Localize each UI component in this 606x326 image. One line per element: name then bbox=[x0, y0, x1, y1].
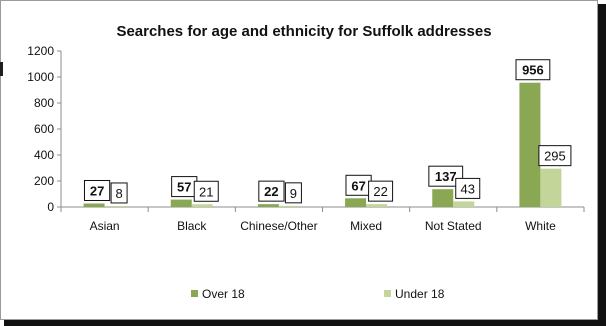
data-label-text: 22 bbox=[264, 184, 278, 199]
data-label: 22 bbox=[258, 180, 285, 202]
data-label-text: 27 bbox=[90, 183, 104, 198]
data-label-text: 22 bbox=[373, 184, 387, 199]
data-label-box bbox=[258, 180, 285, 202]
data-label-text: 21 bbox=[199, 184, 213, 199]
data-label-text: 67 bbox=[351, 178, 365, 193]
data-label-text: 9 bbox=[290, 186, 297, 201]
y-tick-label: 400 bbox=[34, 148, 54, 162]
data-label-box bbox=[538, 145, 572, 167]
y-tick-label: 600 bbox=[34, 122, 54, 136]
bar-under-18 bbox=[453, 201, 475, 207]
data-label: 295 bbox=[538, 145, 572, 167]
data-label-box bbox=[428, 165, 464, 187]
data-label: 27 bbox=[83, 179, 111, 201]
frame-shadow-bottom bbox=[4, 320, 606, 326]
data-label: 21 bbox=[193, 180, 219, 202]
chart-data-labels: 27 8 57 21 22 9 67 22 137 43 956 295 bbox=[83, 59, 572, 204]
data-label-box bbox=[455, 177, 481, 199]
data-label: 43 bbox=[455, 177, 481, 199]
data-label: 137 bbox=[428, 165, 464, 187]
bar-over-18 bbox=[519, 82, 541, 207]
bar-under-18 bbox=[191, 204, 213, 207]
bar-over-18 bbox=[83, 203, 105, 207]
bar-over-18 bbox=[257, 204, 279, 207]
legend-swatch-over-18 bbox=[191, 290, 198, 297]
data-label-text: 8 bbox=[115, 186, 122, 201]
chart-area bbox=[0, 0, 598, 320]
data-label-text: 137 bbox=[435, 169, 457, 184]
y-tick-label: 0 bbox=[47, 200, 54, 214]
chart-legend: Over 18 Under 18 bbox=[191, 287, 445, 301]
chart-axes: 0 200 400 600 800 1000 1200 Asian Black Chinese/O… bbox=[27, 44, 585, 233]
bar-over-18 bbox=[170, 199, 192, 207]
y-tick-label: 800 bbox=[34, 96, 54, 110]
bar-over-18 bbox=[345, 198, 367, 207]
legend-swatch-under-18 bbox=[384, 290, 391, 297]
data-label: 8 bbox=[110, 182, 128, 204]
bar-under-18 bbox=[540, 168, 562, 207]
data-label: 9 bbox=[284, 182, 302, 204]
data-label-box bbox=[193, 180, 219, 202]
bar-under-18 bbox=[104, 205, 126, 207]
chart-bars bbox=[83, 82, 562, 207]
frame-shadow-right bbox=[598, 4, 606, 326]
legend-label-over-18: Over 18 bbox=[202, 287, 245, 301]
data-label-box bbox=[284, 182, 302, 204]
x-tick-label: Chinese/Other bbox=[240, 219, 317, 233]
data-label: 67 bbox=[345, 174, 372, 196]
x-tick-label: Mixed bbox=[350, 219, 382, 233]
y-tick-label: 1200 bbox=[27, 44, 54, 58]
x-tick-label: White bbox=[525, 219, 556, 233]
bar-over-18 bbox=[432, 189, 454, 207]
data-label-text: 43 bbox=[461, 181, 475, 196]
data-label: 57 bbox=[171, 176, 198, 198]
data-label-box bbox=[83, 179, 111, 201]
y-tick-label: 200 bbox=[34, 174, 54, 188]
y-tick-label: 1000 bbox=[27, 70, 54, 84]
data-label-box bbox=[110, 182, 128, 204]
bar-under-18 bbox=[366, 204, 388, 207]
legend-label-under-18: Under 18 bbox=[395, 287, 445, 301]
data-label-box bbox=[515, 59, 551, 81]
x-tick-label: Asian bbox=[90, 219, 120, 233]
data-label: 22 bbox=[368, 180, 394, 202]
data-label-text: 57 bbox=[177, 180, 191, 195]
x-tick-label: Not Stated bbox=[425, 219, 482, 233]
data-label-text: 295 bbox=[544, 149, 566, 164]
data-label: 956 bbox=[515, 59, 551, 81]
bar-under-18 bbox=[278, 205, 300, 207]
data-label-text: 956 bbox=[522, 63, 544, 78]
x-tick-label: Black bbox=[177, 219, 207, 233]
edge-mark bbox=[0, 62, 3, 76]
chart-title: Searches for age and ethnicity for Suffo… bbox=[116, 23, 491, 40]
data-label-box bbox=[368, 180, 394, 202]
